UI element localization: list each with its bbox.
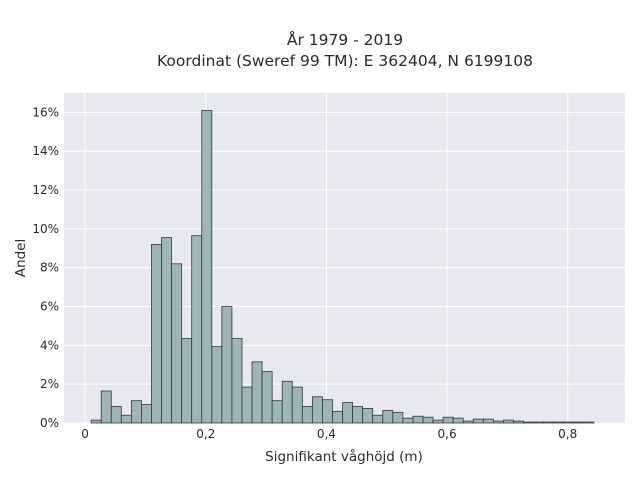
histogram-bar xyxy=(151,244,162,424)
y-tick-label: 2% xyxy=(40,377,59,391)
histogram-bar xyxy=(161,237,172,424)
histogram-bar xyxy=(120,414,132,424)
histogram-bar xyxy=(543,421,555,424)
y-tick-label: 6% xyxy=(40,300,59,314)
histogram-bar xyxy=(392,411,404,424)
histogram-bar xyxy=(171,263,183,424)
y-tick-label: 10% xyxy=(32,222,59,236)
histogram-bar xyxy=(563,421,575,424)
chart-subtitle: Koordinat (Sweref 99 TM): E 362404, N 61… xyxy=(157,52,533,70)
x-tick-label: 0 xyxy=(81,427,89,441)
histogram-bar xyxy=(90,419,102,424)
histogram-bar xyxy=(372,414,384,424)
y-tick-label: 4% xyxy=(40,338,59,352)
histogram-bar xyxy=(191,235,203,424)
y-tick-label: 8% xyxy=(40,261,59,275)
histogram-bar xyxy=(382,409,394,424)
histogram-bar xyxy=(402,417,414,424)
histogram-bar xyxy=(533,421,545,424)
histogram-bar xyxy=(231,338,243,424)
histogram-bar xyxy=(462,420,474,424)
histogram-bar xyxy=(513,420,524,424)
y-tick-label: 14% xyxy=(32,144,59,158)
bars xyxy=(90,110,595,424)
histogram-bar xyxy=(141,404,152,424)
histogram-bar xyxy=(311,396,323,424)
histogram-bar xyxy=(492,420,504,424)
x-tick-label: 0,4 xyxy=(317,427,336,441)
x-tick-label: 0,6 xyxy=(438,427,457,441)
y-axis-label: Andel xyxy=(13,239,29,277)
histogram-bar xyxy=(503,419,514,424)
x-axis-ticks: 0 0,2 0,4 0,6 0,8 xyxy=(81,427,577,441)
histogram-bar xyxy=(241,386,253,424)
histogram-bar xyxy=(422,416,434,424)
y-tick-label: 16% xyxy=(32,105,59,119)
x-tick-label: 0,8 xyxy=(558,427,577,441)
chart-title: År 1979 - 2019 xyxy=(287,30,403,49)
histogram-bar xyxy=(442,416,454,424)
histogram-bar xyxy=(362,408,374,424)
histogram-bar xyxy=(482,418,494,424)
histogram-bar xyxy=(100,390,112,424)
histogram-bar xyxy=(553,421,565,424)
histogram-bar xyxy=(281,380,293,424)
histogram-bar xyxy=(251,361,263,424)
histogram-bar xyxy=(221,306,233,424)
histogram-bar xyxy=(211,345,223,424)
histogram-bar xyxy=(432,419,444,424)
histogram-bar xyxy=(130,400,142,424)
histogram-bar xyxy=(452,417,464,424)
x-axis-label: Signifikant våghöjd (m) xyxy=(265,448,423,465)
histogram-bar xyxy=(110,406,122,424)
y-tick-label: 12% xyxy=(32,183,59,197)
histogram-bar xyxy=(301,406,313,424)
histogram-bar xyxy=(271,400,283,424)
y-tick-label: 0% xyxy=(40,416,59,430)
histogram-bar xyxy=(342,402,353,424)
histogram-bar xyxy=(322,399,333,424)
histogram-bar xyxy=(583,421,595,424)
histogram-bar xyxy=(291,386,303,424)
histogram-bar xyxy=(181,338,193,424)
histogram-bar xyxy=(201,110,213,424)
y-axis-ticks: 0% 2% 4% 6% 8% 10% 12% 14% 16% xyxy=(32,105,59,430)
histogram-bar xyxy=(352,406,364,424)
histogram-bar xyxy=(261,371,273,424)
histogram-bar xyxy=(332,410,343,424)
plot-area xyxy=(64,93,625,423)
histogram-bar xyxy=(412,415,424,424)
x-tick-label: 0,2 xyxy=(196,427,215,441)
histogram-bar xyxy=(472,418,484,424)
histogram-bar xyxy=(523,421,534,424)
histogram-bar xyxy=(573,421,585,424)
